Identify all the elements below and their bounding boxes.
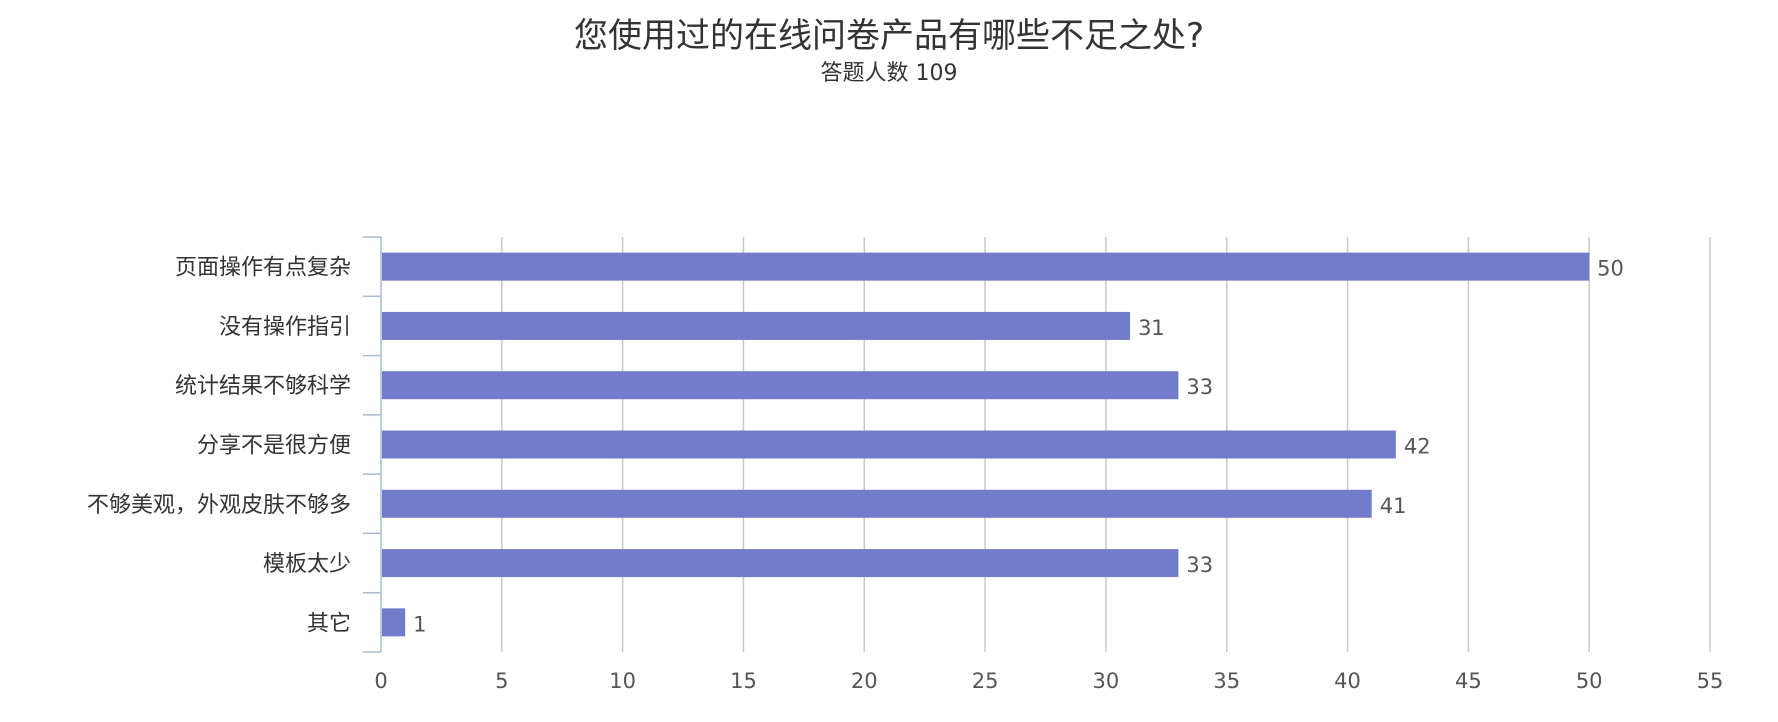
- chart-title: 您使用过的在线问卷产品有哪些不足之处?: [573, 16, 1205, 56]
- data-label: 31: [1138, 316, 1165, 340]
- x-tick-label: 55: [1697, 669, 1724, 693]
- chart-subtitle: 答题人数 109: [820, 61, 958, 86]
- category-label: 没有操作指引: [219, 315, 351, 340]
- bar: [382, 489, 1372, 518]
- bar: [382, 371, 1179, 400]
- category-label: 统计结果不够科学: [175, 374, 351, 399]
- data-label: 42: [1404, 435, 1431, 459]
- x-tick-label: 15: [730, 669, 757, 693]
- data-label: 50: [1597, 257, 1624, 281]
- data-label: 41: [1380, 494, 1407, 518]
- bar: [382, 608, 406, 637]
- data-label: 33: [1186, 375, 1213, 399]
- data-label: 1: [413, 612, 426, 636]
- x-tick-label: 50: [1576, 669, 1603, 693]
- x-tick-label: 10: [609, 669, 636, 693]
- bar: [382, 430, 1396, 459]
- bar: [382, 252, 1590, 281]
- category-label: 分享不是很方便: [197, 434, 351, 459]
- x-tick-label: 0: [374, 669, 387, 693]
- x-tick-label: 40: [1334, 669, 1361, 693]
- category-label: 模板太少: [263, 552, 351, 577]
- x-tick-label: 25: [972, 669, 999, 693]
- category-label: 页面操作有点复杂: [175, 256, 351, 281]
- x-tick-label: 5: [495, 669, 508, 693]
- category-label: 不够美观，外观皮肤不够多: [87, 493, 351, 518]
- bar: [382, 549, 1179, 578]
- category-label: 其它: [307, 611, 351, 636]
- title-block: 您使用过的在线问卷产品有哪些不足之处? 答题人数 109: [0, 14, 1778, 88]
- x-tick-label: 45: [1455, 669, 1482, 693]
- x-tick-label: 30: [1093, 669, 1120, 693]
- bar: [382, 311, 1131, 340]
- x-tick-label: 20: [851, 669, 878, 693]
- data-label: 33: [1186, 553, 1213, 577]
- x-tick-label: 35: [1213, 669, 1240, 693]
